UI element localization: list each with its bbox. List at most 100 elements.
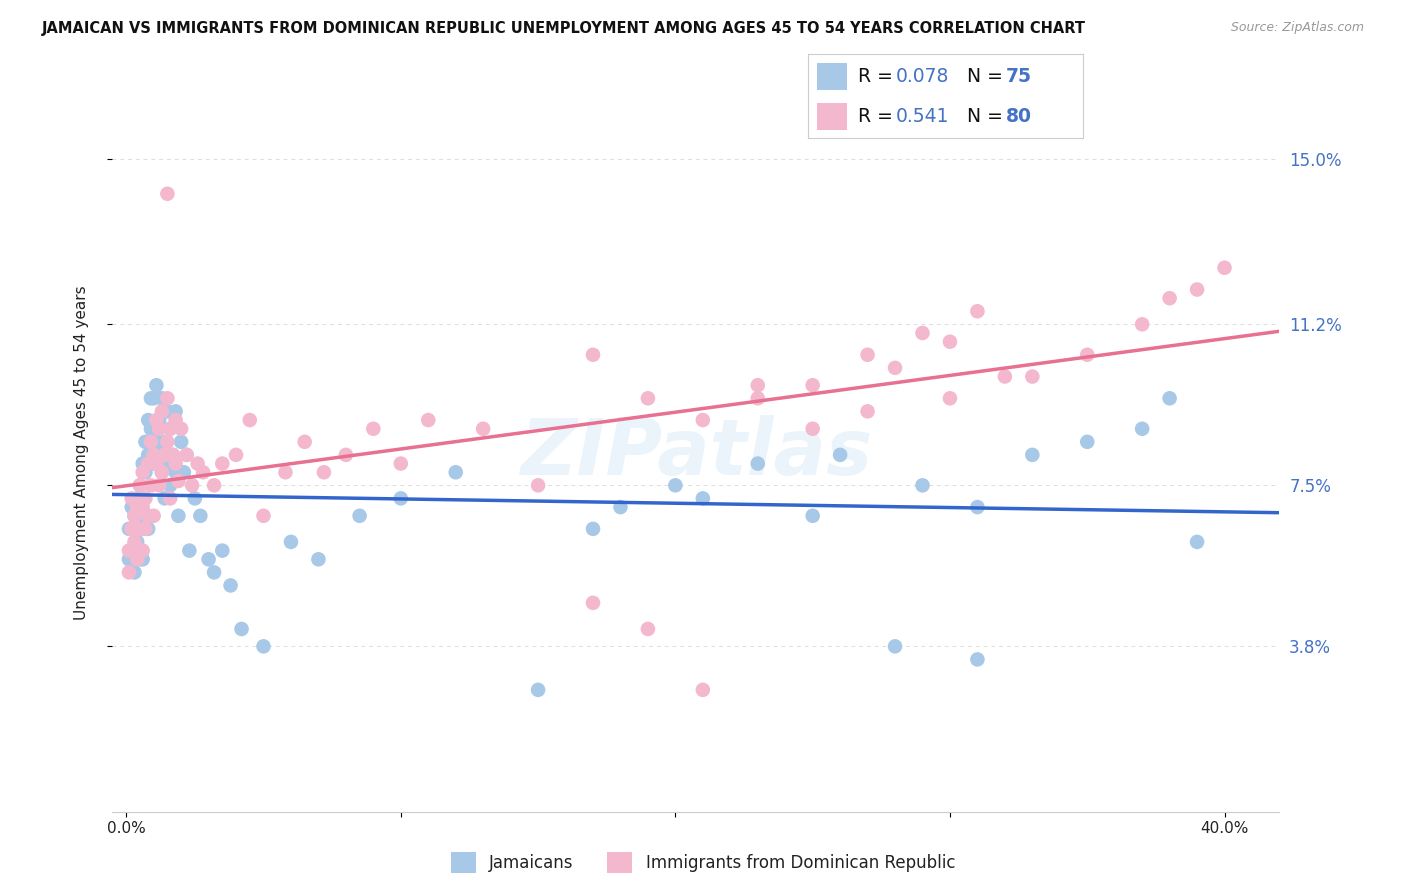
Point xyxy=(121,500,143,514)
Point xyxy=(173,465,195,479)
Point xyxy=(1130,318,1153,332)
Point xyxy=(148,448,170,462)
Point xyxy=(582,348,605,362)
Point xyxy=(118,552,141,566)
Point xyxy=(124,508,146,523)
Point xyxy=(349,508,371,523)
Point xyxy=(121,543,143,558)
Point xyxy=(162,448,184,462)
Y-axis label: Unemployment Among Ages 45 to 54 years: Unemployment Among Ages 45 to 54 years xyxy=(75,285,89,620)
Point xyxy=(747,457,769,471)
Point xyxy=(472,422,495,436)
Point xyxy=(159,478,181,492)
Point xyxy=(142,448,165,462)
Text: N =: N = xyxy=(967,67,1010,86)
Text: 0.078: 0.078 xyxy=(896,67,949,86)
Point xyxy=(444,465,467,479)
Point xyxy=(124,508,146,523)
Point xyxy=(148,478,170,492)
Point xyxy=(184,491,207,506)
Point xyxy=(139,392,162,406)
Point xyxy=(156,457,179,471)
Point xyxy=(225,448,247,462)
Point xyxy=(127,500,149,514)
Point xyxy=(664,478,686,492)
Point xyxy=(418,413,440,427)
Point xyxy=(118,522,141,536)
Point xyxy=(118,566,141,580)
Point xyxy=(274,465,297,479)
Point xyxy=(1159,291,1181,305)
Point xyxy=(582,596,605,610)
Point xyxy=(131,465,153,479)
Point xyxy=(170,434,193,449)
Point xyxy=(127,535,149,549)
Point xyxy=(801,422,824,436)
Point xyxy=(129,522,152,536)
Point xyxy=(134,434,156,449)
Point xyxy=(142,457,165,471)
Point xyxy=(134,465,156,479)
Point xyxy=(188,508,211,523)
Bar xyxy=(817,103,846,130)
Point xyxy=(131,500,153,514)
Point xyxy=(150,404,173,418)
Point xyxy=(162,448,184,462)
Point xyxy=(156,186,179,201)
Point xyxy=(136,457,159,471)
Point xyxy=(150,392,173,406)
Point xyxy=(156,434,179,449)
Point xyxy=(131,552,153,566)
Point xyxy=(121,491,143,506)
Point xyxy=(801,378,824,392)
Point xyxy=(582,522,605,536)
Point xyxy=(219,578,242,592)
Text: ZIPatlas: ZIPatlas xyxy=(520,415,872,491)
Point xyxy=(527,478,550,492)
Point xyxy=(939,334,962,349)
Point xyxy=(127,522,149,536)
Point xyxy=(148,413,170,427)
Text: R =: R = xyxy=(858,67,898,86)
Point xyxy=(239,413,262,427)
Point xyxy=(1185,535,1208,549)
Point xyxy=(131,491,153,506)
Point xyxy=(856,404,879,418)
Point xyxy=(252,640,274,654)
Point xyxy=(637,622,659,636)
Point xyxy=(145,378,167,392)
Point xyxy=(884,640,907,654)
Point xyxy=(131,457,153,471)
Text: Source: ZipAtlas.com: Source: ZipAtlas.com xyxy=(1230,21,1364,34)
Point xyxy=(153,491,176,506)
Point xyxy=(176,448,198,462)
Point xyxy=(202,566,225,580)
Point xyxy=(145,413,167,427)
Point xyxy=(136,413,159,427)
Point xyxy=(139,422,162,436)
Point xyxy=(1213,260,1236,275)
Point xyxy=(830,448,852,462)
Point xyxy=(153,448,176,462)
Point xyxy=(609,500,631,514)
Point xyxy=(134,491,156,506)
Point xyxy=(187,457,209,471)
Point xyxy=(389,457,412,471)
Point xyxy=(211,457,233,471)
Point xyxy=(129,552,152,566)
Point xyxy=(1076,434,1098,449)
Text: N =: N = xyxy=(967,107,1010,126)
Point xyxy=(637,392,659,406)
Point xyxy=(156,404,179,418)
Point xyxy=(692,413,714,427)
Point xyxy=(167,508,190,523)
Point xyxy=(121,522,143,536)
Point xyxy=(142,508,165,523)
Point xyxy=(294,434,316,449)
Text: 75: 75 xyxy=(1005,67,1032,86)
Point xyxy=(156,392,179,406)
Point xyxy=(118,543,141,558)
Point xyxy=(966,500,988,514)
Point xyxy=(179,543,201,558)
Point xyxy=(142,392,165,406)
